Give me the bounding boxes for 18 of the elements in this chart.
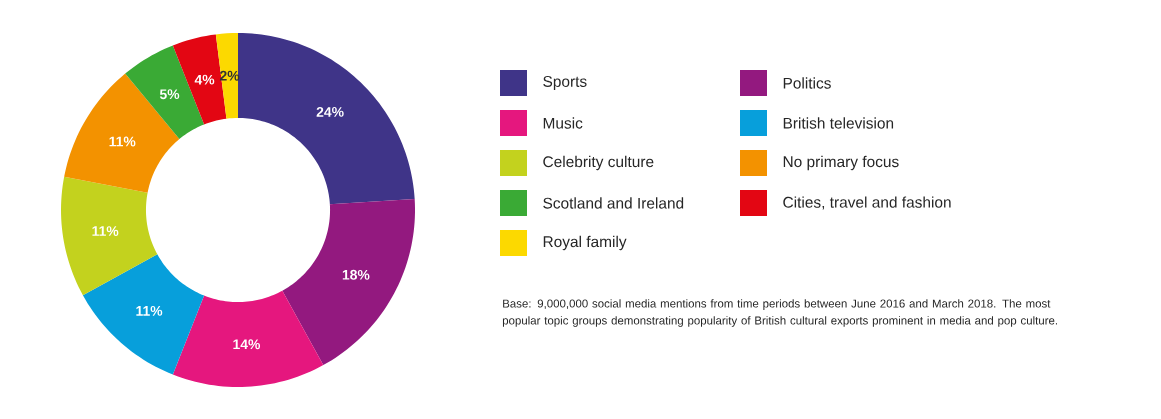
legend-label: British television bbox=[783, 117, 894, 129]
data-label: 14% bbox=[233, 339, 261, 350]
legend-label: Sports bbox=[543, 76, 587, 90]
data-label: 11% bbox=[92, 226, 119, 236]
data-label: 5% bbox=[159, 89, 180, 100]
text: Base: 9,000,000 social media mentions from time periods between June 2016 and March 2018. The most popular topic groups demonstrating popularity of British cultural exports prominent in media and pop culture. bbox=[502, 299, 1058, 327]
legend-label: Politics bbox=[783, 77, 831, 89]
data-label: 18% bbox=[342, 269, 370, 280]
legend-label: No primary focus bbox=[783, 155, 899, 171]
legend-label: Scotland and Ireland bbox=[543, 197, 684, 209]
legend-label: Celebrity culture bbox=[543, 155, 654, 171]
legend-label: Cities, travel and fashion bbox=[783, 196, 951, 210]
data-label: 4% bbox=[194, 74, 215, 85]
legend-label: Royal family bbox=[543, 235, 627, 251]
legend-label: Music bbox=[543, 117, 583, 129]
data-label: 11% bbox=[109, 136, 136, 147]
data-label: 24% bbox=[316, 107, 344, 117]
data-label: 11% bbox=[136, 306, 163, 316]
